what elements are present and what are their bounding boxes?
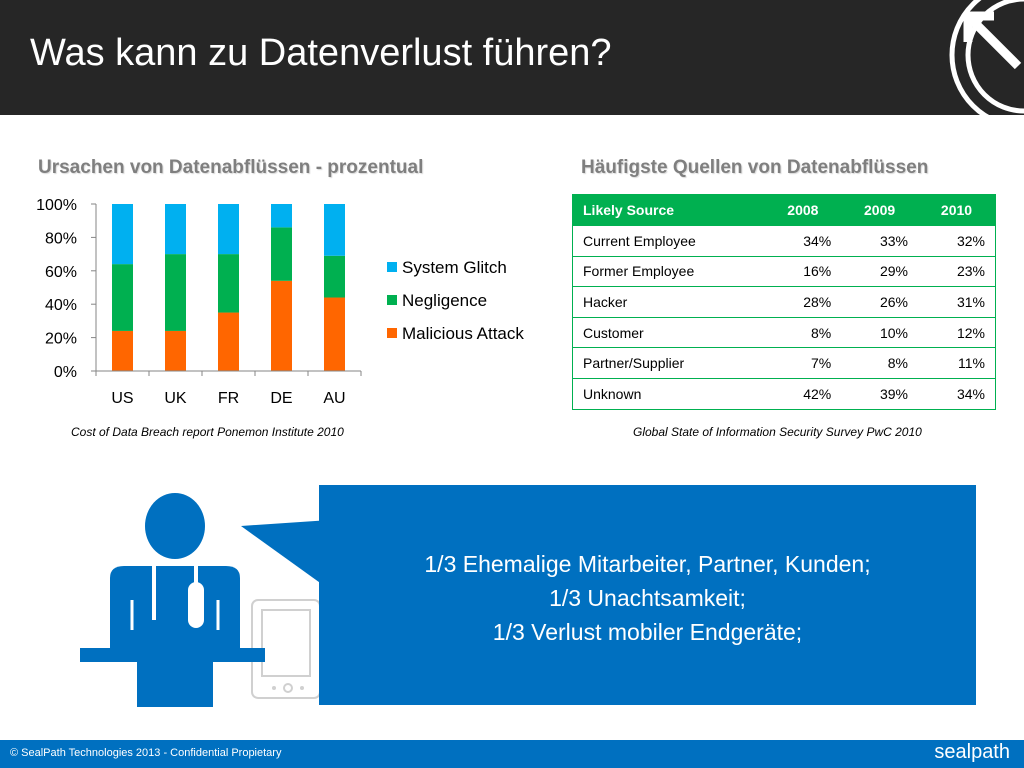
table-heading: Häufigste Quellen von Datenabflüssen <box>581 157 929 178</box>
table-row: Unknown 42% 39% 34% <box>572 377 996 410</box>
table-cell: 23% <box>917 255 996 287</box>
table-cell: 11% <box>917 347 996 379</box>
bar-segment <box>218 312 239 371</box>
sealpath-arrow-logo-icon <box>949 0 1024 130</box>
x-tick-label: US <box>111 390 133 407</box>
table-row: Former Employee 16% 29% 23% <box>572 255 996 287</box>
bar-segment <box>324 255 345 298</box>
chart-source-caption: Cost of Data Breach report Ponemon Insti… <box>71 425 344 439</box>
quote-line: 1/3 Unachtsamkeit; <box>549 585 746 611</box>
quote-callout: 1/3 Ehemalige Mitarbeiter, Partner, Kund… <box>319 485 976 705</box>
table-cell: 29% <box>841 255 918 287</box>
table-cell: 34% <box>764 225 842 257</box>
table-row: Partner/Supplier 7% 8% 11% <box>572 347 996 379</box>
bar-segment <box>165 254 186 331</box>
y-tick-label: 80% <box>45 230 77 247</box>
bar-segment <box>271 227 292 281</box>
chart-heading: Ursachen von Datenabflüssen - prozentual <box>38 157 424 178</box>
column-header: Likely Source <box>572 194 765 226</box>
table-cell: 26% <box>841 286 918 318</box>
quote-line: 1/3 Verlust mobiler Endgeräte; <box>492 619 803 645</box>
table-cell: 33% <box>841 225 918 257</box>
y-tick-label: 0% <box>54 364 77 381</box>
likely-source-table: Likely Source 2008 2009 2010 Current Emp… <box>572 194 996 410</box>
table-cell: 28% <box>764 286 842 318</box>
column-header: 2008 <box>764 194 842 226</box>
table-cell: Current Employee <box>572 225 765 257</box>
table-cell: 10% <box>841 316 918 348</box>
footer-logo-text: sealpath <box>934 741 1010 763</box>
column-header: 2009 <box>841 194 918 226</box>
y-tick-label: 100% <box>36 197 77 214</box>
legend-label: System Glitch <box>402 258 507 277</box>
bar-segment <box>271 280 292 371</box>
header-bar: Was kann zu Datenverlust führen? <box>0 0 1024 130</box>
x-axis: US UK FR DE AU <box>95 370 362 407</box>
column-header: 2010 <box>917 194 996 226</box>
table-cell: 34% <box>917 377 996 410</box>
table-row: Customer 8% 10% 12% <box>572 316 996 348</box>
bar-segment <box>165 330 186 371</box>
table-source-caption: Global State of Information Security Sur… <box>633 425 922 439</box>
x-tick-label: UK <box>164 390 187 407</box>
table-cell: Former Employee <box>572 255 765 287</box>
legend-swatch <box>387 328 397 338</box>
stacked-bar-chart: 0% 20% 40% 60% 80% 100% US UK FR DE AU System Gli… <box>36 197 524 407</box>
table-cell: Partner/Supplier <box>572 347 765 379</box>
table-cell: Hacker <box>572 286 765 318</box>
bar-segment <box>112 330 133 371</box>
bar-segment <box>271 204 292 228</box>
speaker-at-podium-icon <box>80 493 330 707</box>
legend-swatch <box>387 262 397 272</box>
y-tick-label: 20% <box>45 331 77 348</box>
bar-segment <box>112 264 133 331</box>
footer-bar: © SealPath Technologies 2013 - Confident… <box>0 740 1024 768</box>
bar-segment <box>218 254 239 313</box>
table-row: Hacker 28% 26% 31% <box>572 286 996 318</box>
bars <box>112 204 345 371</box>
table-cell: 8% <box>841 347 918 379</box>
table-header-row: Likely Source 2008 2009 2010 <box>572 194 996 226</box>
table-cell: 42% <box>764 377 842 410</box>
table-cell: Customer <box>572 316 765 348</box>
x-tick-label: AU <box>323 390 345 407</box>
x-tick-label: DE <box>270 390 292 407</box>
table-row: Current Employee 34% 33% 32% <box>572 225 996 257</box>
table-cell: 39% <box>841 377 918 410</box>
legend-label: Malicious Attack <box>402 324 524 343</box>
table-cell: 31% <box>917 286 996 318</box>
slide-title: Was kann zu Datenverlust führen? <box>30 32 612 74</box>
quote-text: 1/3 Ehemalige Mitarbeiter, Partner, Kund… <box>319 547 976 649</box>
table-cell: 12% <box>917 316 996 348</box>
legend: System Glitch Negligence Malicious Attack <box>387 258 524 343</box>
table-cell: 16% <box>764 255 842 287</box>
bar-segment <box>112 204 133 265</box>
table-cell: 32% <box>917 225 996 257</box>
y-tick-label: 60% <box>45 264 77 281</box>
quote-line: 1/3 Ehemalige Mitarbeiter, Partner, Kund… <box>424 551 871 577</box>
bar-segment <box>324 297 345 371</box>
legend-swatch <box>387 295 397 305</box>
table-cell: 8% <box>764 316 842 348</box>
table-cell: Unknown <box>572 377 765 410</box>
y-axis: 0% 20% 40% 60% 80% 100% <box>36 197 97 381</box>
x-tick-label: FR <box>218 390 239 407</box>
table-cell: 7% <box>764 347 842 379</box>
bar-segment <box>165 204 186 255</box>
bar-segment <box>324 204 345 256</box>
y-tick-label: 40% <box>45 297 77 314</box>
footer-copyright: © SealPath Technologies 2013 - Confident… <box>10 747 282 759</box>
bar-segment <box>218 204 239 255</box>
legend-label: Negligence <box>402 291 487 310</box>
